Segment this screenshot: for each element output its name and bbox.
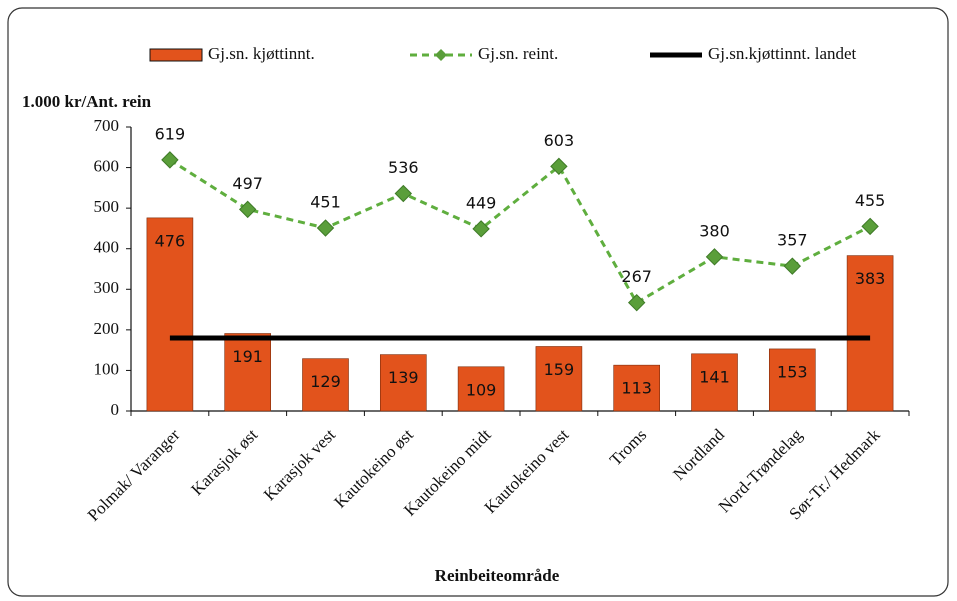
line-value-label: 455 [855,191,886,210]
legend-label: Gj.sn. reint. [478,44,558,63]
marker [161,151,179,169]
bar-value-label: 153 [777,362,808,381]
marker [394,184,413,203]
marker [705,248,724,266]
y-axis-title: 1.000 kr/Ant. rein [22,92,152,111]
marker [472,220,490,238]
line-value-label: 267 [621,267,652,286]
line-value-label: 380 [699,221,730,240]
bar-value-label: 113 [621,379,652,398]
y-tick-label: 600 [94,156,120,175]
line-value-label: 497 [232,174,263,193]
bar [768,348,816,412]
bar-value-label: 109 [466,380,497,399]
y-tick-label: 700 [94,116,120,135]
bar-value-label: 383 [855,269,886,288]
line [169,158,871,305]
bar [146,217,194,412]
bar [457,366,505,412]
marker [238,200,257,219]
y-tick-label: 0 [111,400,120,419]
bar-value-label: 476 [155,231,186,250]
bar-value-label: 159 [544,360,575,379]
bar [613,364,661,412]
legend-swatch [149,48,203,62]
bar [535,346,583,412]
bar-value-label: 141 [699,367,730,386]
y-tick-label: 500 [94,197,120,216]
x-axis-title: Reinbeiteområde [435,566,560,585]
bar [224,333,271,412]
line-value-label: 451 [310,193,341,212]
bar [302,358,349,412]
marker [861,217,879,236]
line-value-label: 619 [155,124,186,143]
bar [846,255,894,412]
marker [783,257,802,275]
marker [316,219,335,237]
bar [691,353,738,412]
y-tick-label: 200 [94,319,120,338]
legend-label: Gj.sn. kjøttinnt. [208,44,315,63]
frame [7,7,949,597]
y-tick-label: 100 [94,359,120,378]
bar-value-label: 129 [310,372,341,391]
bar-value-label: 191 [232,347,263,366]
line-value-label: 536 [388,158,419,177]
y-tick-label: 400 [94,238,120,257]
bar-value-label: 139 [388,368,419,387]
legend-marker [435,49,447,61]
y-tick-label: 300 [94,278,120,297]
line-value-label: 357 [777,231,808,250]
line-value-label: 603 [544,131,575,150]
marker [627,293,646,312]
bar [379,354,427,412]
line-value-label: 449 [466,193,497,212]
marker [550,157,568,176]
legend-label: Gj.sn.kjøttinnt. landet [708,44,857,63]
